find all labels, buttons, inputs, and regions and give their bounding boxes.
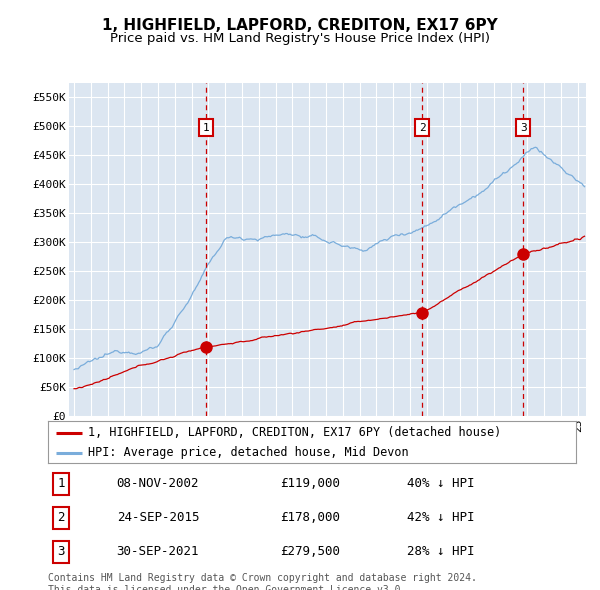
Text: 40% ↓ HPI: 40% ↓ HPI [407,477,475,490]
Text: 28% ↓ HPI: 28% ↓ HPI [407,545,475,558]
Text: 08-NOV-2002: 08-NOV-2002 [116,477,199,490]
Text: 24-SEP-2015: 24-SEP-2015 [116,511,199,525]
Text: Contains HM Land Registry data © Crown copyright and database right 2024.
This d: Contains HM Land Registry data © Crown c… [48,573,477,590]
Text: £119,000: £119,000 [280,477,340,490]
Text: 1, HIGHFIELD, LAPFORD, CREDITON, EX17 6PY (detached house): 1, HIGHFIELD, LAPFORD, CREDITON, EX17 6P… [88,426,501,439]
Text: 1: 1 [203,123,209,133]
Text: 30-SEP-2021: 30-SEP-2021 [116,545,199,558]
Text: £279,500: £279,500 [280,545,340,558]
Text: HPI: Average price, detached house, Mid Devon: HPI: Average price, detached house, Mid … [88,446,408,459]
Text: Price paid vs. HM Land Registry's House Price Index (HPI): Price paid vs. HM Land Registry's House … [110,32,490,45]
Text: 42% ↓ HPI: 42% ↓ HPI [407,511,475,525]
Text: 2: 2 [419,123,425,133]
Text: £178,000: £178,000 [280,511,340,525]
Text: 1: 1 [58,477,65,490]
Text: 3: 3 [520,123,527,133]
Text: 1, HIGHFIELD, LAPFORD, CREDITON, EX17 6PY: 1, HIGHFIELD, LAPFORD, CREDITON, EX17 6P… [102,18,498,32]
Text: 3: 3 [58,545,65,558]
Text: 2: 2 [58,511,65,525]
